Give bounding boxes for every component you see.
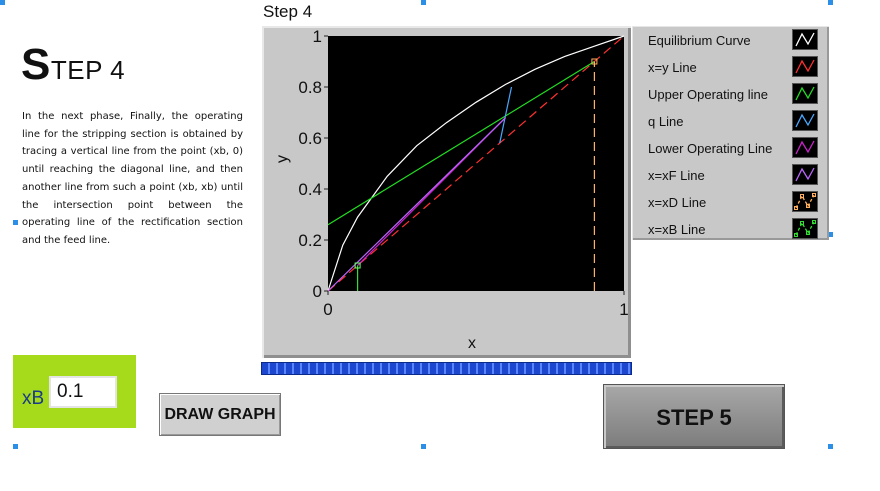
plot-area: 0 0.2 0.4 0.6 0.8 1 0 1 x y	[274, 27, 629, 352]
selection-handle	[828, 444, 833, 449]
data-point-marker	[591, 58, 598, 65]
step5-button[interactable]: STEP 5	[603, 384, 785, 449]
series-line-2	[327, 60, 595, 226]
y-tick-label: 0.6	[298, 129, 322, 148]
y-tick-label: 0.4	[298, 180, 322, 199]
step-description: In the next phase, Finally, the operatin…	[22, 111, 243, 246]
graph-label: Step 4	[263, 2, 313, 21]
series-line-1	[327, 35, 625, 292]
legend-label: x=xB Line	[648, 222, 706, 237]
x-tick-label: 1	[619, 300, 628, 319]
legend-swatch-icon[interactable]	[792, 56, 818, 77]
legend-item: Equilibrium Curve	[632, 27, 829, 54]
legend-swatch-icon[interactable]	[792, 83, 818, 104]
series-line-5	[327, 117, 507, 292]
legend-swatch-icon[interactable]	[792, 191, 818, 212]
data-point-marker	[354, 262, 361, 269]
y-tick-label: 0	[313, 282, 322, 301]
legend-item: q Line	[632, 108, 829, 135]
selection-handle	[828, 232, 833, 237]
page-title-initial: S	[21, 40, 51, 89]
legend-label: x=xD Line	[648, 195, 707, 210]
y-axis-label: y	[274, 155, 291, 163]
page-title: STEP 4	[21, 40, 125, 90]
legend-label: q Line	[648, 114, 684, 129]
selection-handle	[13, 444, 18, 449]
draw-graph-button[interactable]: DRAW GRAPH	[159, 393, 281, 436]
plot-legend: Equilibrium Curve x=y Line Upper Operating…	[632, 26, 829, 240]
xb-label: xB	[22, 388, 45, 409]
legend-swatch-icon[interactable]	[792, 29, 818, 50]
legend-item: x=xF Line	[632, 162, 829, 189]
legend-swatch-icon[interactable]	[792, 137, 818, 158]
xb-control: xB	[13, 355, 136, 428]
selection-handle	[0, 0, 5, 5]
xb-input[interactable]	[49, 376, 117, 408]
graph-scrollbar[interactable]	[261, 362, 632, 375]
legend-label: x=xF Line	[648, 168, 705, 183]
legend-item: x=y Line	[632, 54, 829, 81]
legend-swatch-icon[interactable]	[792, 218, 818, 239]
selection-handle	[421, 0, 426, 5]
legend-item: Lower Operating Line	[632, 135, 829, 162]
page-title-rest: TEP 4	[50, 55, 126, 85]
legend-swatch-icon[interactable]	[792, 110, 818, 131]
legend-item: x=xB Line	[632, 216, 829, 243]
y-tick-label: 1	[313, 27, 322, 46]
y-tick-label: 0.2	[298, 231, 322, 250]
y-tick-label: 0.8	[298, 78, 322, 97]
series-line-3	[499, 86, 513, 144]
legend-label: Upper Operating line	[648, 87, 768, 102]
legend-swatch-icon[interactable]	[792, 164, 818, 185]
x-tick-label: 0	[323, 300, 332, 319]
selection-handle	[828, 0, 833, 5]
legend-item: Upper Operating line	[632, 81, 829, 108]
legend-label: Equilibrium Curve	[648, 33, 751, 48]
series-line-0	[327, 35, 625, 292]
graph-panel: 0 0.2 0.4 0.6 0.8 1 0 1 x y	[262, 26, 631, 358]
x-axis-label: x	[468, 335, 476, 352]
legend-label: x=y Line	[648, 60, 697, 75]
legend-label: Lower Operating Line	[648, 141, 773, 156]
legend-item: x=xD Line	[632, 189, 829, 216]
selection-handle	[13, 220, 18, 225]
selection-handle	[421, 444, 426, 449]
